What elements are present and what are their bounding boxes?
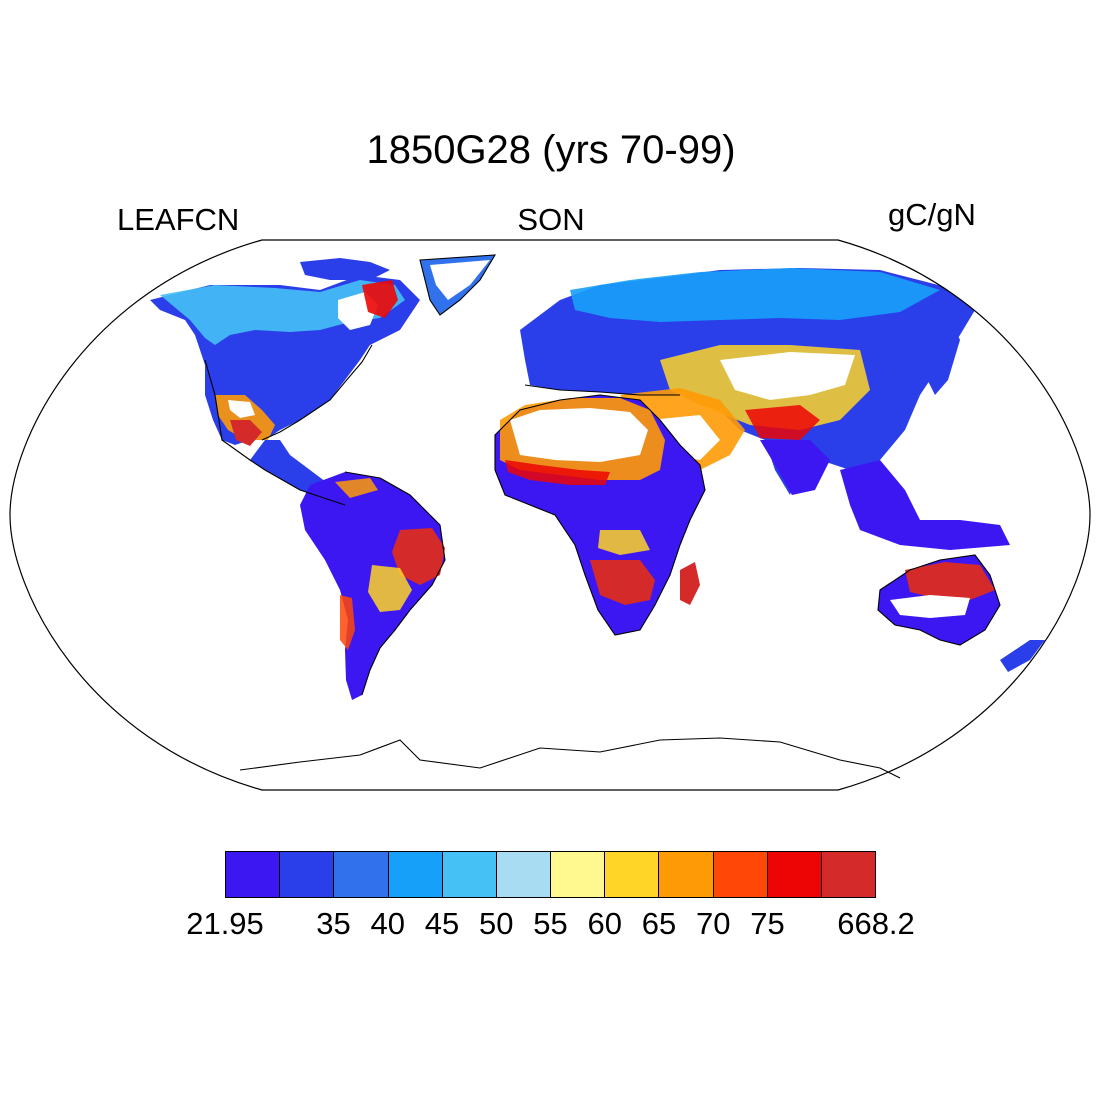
colorbar-swatch — [767, 852, 822, 897]
new-zealand-field — [1000, 640, 1045, 672]
colorbar-tick-label: 35 — [316, 906, 351, 941]
sahara-desert — [510, 408, 648, 462]
south-america-red-east — [392, 528, 445, 585]
colorbar-tick-label: 45 — [424, 906, 460, 941]
south-asia-field — [760, 440, 830, 495]
southeast-asia-field — [840, 460, 1010, 550]
north-america-white — [228, 400, 255, 418]
colorbar-swatch — [713, 852, 768, 897]
variable-label: LEAFCN — [117, 202, 240, 237]
plot-title: 1850G28 (yrs 70-99) — [366, 128, 736, 172]
eurasia-light-band — [570, 268, 940, 322]
tibet-red — [745, 405, 820, 440]
colorbar-swatch — [551, 852, 606, 897]
arctic-islands — [300, 258, 390, 280]
north-america-arid-red — [230, 420, 262, 446]
colorbar-swatch — [821, 852, 876, 897]
coastline-south-america — [344, 471, 446, 696]
coastline-north-america — [204, 359, 346, 506]
coastlines — [204, 254, 1001, 779]
colorbar-swatch — [388, 852, 443, 897]
coastline-mediterranean — [524, 384, 680, 396]
colorbar-swatch — [226, 852, 281, 897]
madagascar-red — [680, 562, 700, 605]
sahel-red — [505, 460, 610, 485]
colorbar-swatch — [442, 852, 497, 897]
colorbar-swatch — [496, 852, 552, 897]
colorbar-tick-label: 70 — [696, 906, 731, 941]
colorbar-tick-label: 65 — [641, 906, 677, 941]
colorbar-tick-label: 75 — [750, 906, 785, 941]
greenland-red — [362, 280, 398, 318]
colorbar-tick-label: 55 — [533, 906, 568, 941]
japan-field — [925, 318, 960, 395]
coastline-australia — [877, 554, 1001, 646]
colorbar-tick-label: 50 — [479, 906, 514, 941]
colorbar-tick-label: 60 — [587, 906, 622, 941]
south-america-mixed — [368, 565, 412, 612]
globe-outline — [9, 239, 1091, 791]
greenland-ice — [430, 260, 490, 300]
colorbar-swatch — [280, 852, 335, 897]
colorbar — [225, 851, 876, 898]
coastline-africa — [494, 394, 706, 636]
colorbar-tick-label: 668.2 — [837, 906, 915, 941]
south-america-andes — [340, 595, 355, 650]
south-america-north-coast — [335, 478, 378, 498]
data-layer — [150, 255, 1045, 700]
australia-red — [905, 562, 995, 600]
central-asia-desert — [720, 352, 855, 400]
colorbar-swatch — [334, 852, 389, 897]
southern-africa-red — [590, 560, 655, 605]
coastline-antarctica — [239, 737, 901, 779]
australia-desert — [890, 595, 970, 618]
southern-africa-mixed — [598, 530, 650, 555]
colorbar-tick-label: 21.95 — [186, 906, 264, 941]
units-label: gC/gN — [888, 197, 976, 232]
coastline-greenland — [419, 254, 497, 316]
season-label: SON — [517, 202, 585, 237]
colorbar-swatch — [659, 852, 714, 897]
north-america-light-band — [160, 280, 405, 345]
coastline-gulf — [261, 344, 373, 441]
colorbar-tick-label: 40 — [370, 906, 405, 941]
colorbar-swatch — [605, 852, 660, 897]
